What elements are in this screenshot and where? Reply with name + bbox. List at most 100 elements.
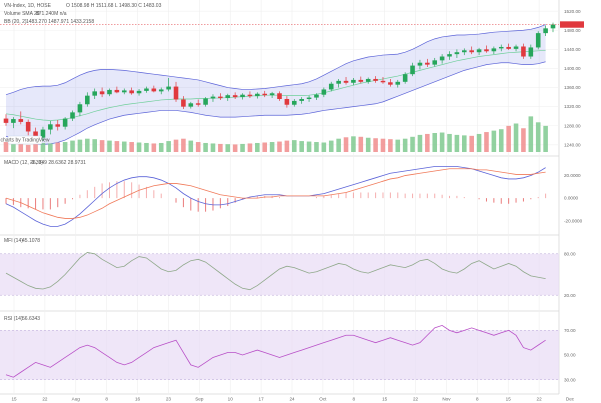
candle (484, 45, 489, 53)
macd-histogram-bar (352, 192, 354, 199)
candle (528, 44, 534, 59)
x-tick-label: 15 (382, 397, 388, 402)
candle-body (203, 98, 208, 105)
volume-bar (25, 144, 31, 152)
macd-histogram-bar (86, 190, 88, 199)
macd-histogram-bar (338, 193, 340, 199)
macd-histogram-bar (27, 198, 29, 209)
macd-histogram-bar (190, 198, 192, 211)
candle (48, 120, 53, 135)
candle (129, 87, 134, 95)
x-tick-label: 8 (105, 397, 108, 402)
candle-body (351, 79, 356, 83)
candle (85, 92, 90, 107)
candle-body (365, 78, 371, 82)
candle (454, 49, 460, 58)
candle (521, 43, 526, 59)
candle-body (129, 90, 134, 94)
candle (425, 58, 430, 68)
x-tick-label: 15 (11, 397, 17, 402)
volume-bar (425, 133, 430, 152)
macd-histogram-bar (123, 181, 125, 199)
candle (25, 119, 31, 136)
x-tick-label: Dec (566, 397, 575, 402)
macd-histogram-bar (375, 192, 377, 199)
price-tick-label: 1480.00 (564, 28, 581, 33)
macd-histogram-bar (160, 193, 162, 199)
candle (181, 96, 186, 110)
volume-bar (269, 142, 275, 152)
volume-bar (380, 138, 386, 152)
candle-body (402, 74, 408, 82)
macd-histogram-bar (131, 182, 133, 199)
candle-body (62, 118, 68, 127)
candle-body (299, 99, 304, 101)
bb-middle-line (5, 49, 546, 121)
candle-body (240, 94, 245, 98)
bb-upper-line (5, 24, 546, 96)
candle (203, 97, 208, 107)
volume-bar (232, 144, 238, 152)
candle-body (48, 124, 53, 130)
candle (336, 78, 341, 88)
candle-body (439, 56, 445, 61)
macd-histogram-bar (367, 192, 369, 199)
volume-bar (262, 142, 268, 152)
volume-bar (284, 140, 290, 152)
candle-body (188, 103, 194, 107)
candle-body (99, 91, 105, 95)
volume-bar (447, 133, 452, 152)
candle (498, 44, 504, 52)
legend-main: VN-Index, 1D, HOSE (4, 3, 52, 9)
candle (62, 117, 68, 130)
macd-histogram-bar (197, 198, 199, 212)
candle (351, 78, 356, 86)
macd-histogram-bar (116, 181, 118, 199)
x-tick-label: Nov (442, 397, 451, 402)
candle (284, 96, 290, 108)
candle (380, 77, 386, 84)
volume-bar (521, 128, 526, 152)
last-price-marker (560, 21, 584, 28)
volume-bar (99, 140, 105, 152)
candle (173, 81, 179, 102)
volume-bar (336, 138, 341, 152)
macd-line (5, 166, 546, 227)
candle (99, 87, 105, 98)
candle-body (380, 80, 386, 83)
candle-body (321, 89, 327, 95)
volume-bar (410, 136, 415, 152)
volume-bar (210, 143, 216, 152)
volume-bar (498, 129, 504, 152)
candle-body (491, 48, 497, 52)
macd-histogram-bar (242, 198, 244, 200)
macd-histogram-bar (72, 198, 74, 200)
macd-histogram-bar (12, 198, 14, 205)
candle (417, 59, 423, 70)
candle (462, 48, 467, 56)
candle (92, 88, 97, 100)
volume-bar (240, 143, 245, 152)
macd-histogram-bar (330, 194, 332, 199)
candle (314, 93, 319, 100)
x-tick-label: Oct (319, 397, 327, 402)
candle-body (395, 81, 401, 85)
macd-histogram-bar (412, 193, 414, 199)
macd-histogram-bar (108, 182, 110, 199)
candle (291, 99, 297, 107)
candle-body (314, 94, 319, 98)
macd-histogram-bar (101, 183, 103, 199)
rsi-tick-label: 30.00 (564, 377, 576, 382)
candle-body (3, 118, 9, 123)
candle-body (373, 78, 378, 81)
candle (269, 91, 275, 99)
macd-histogram-bar (35, 198, 37, 210)
candle (299, 97, 304, 104)
candle-body (343, 80, 349, 83)
candle (550, 22, 556, 33)
candle-body (33, 131, 38, 138)
volume-bar (85, 138, 90, 152)
macd-histogram-bar (145, 186, 147, 199)
watermark-box (7, 135, 43, 145)
